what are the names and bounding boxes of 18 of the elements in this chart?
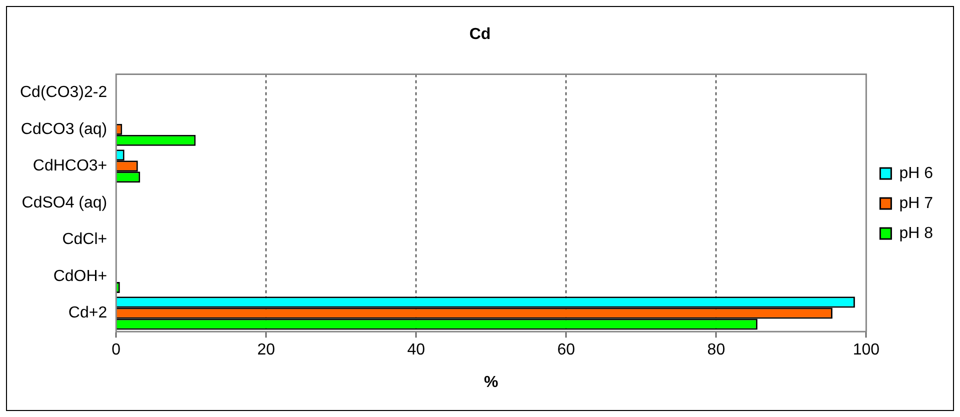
y-tick-label: CdCO3 (aq) xyxy=(20,120,108,138)
x-tick-label: 20 xyxy=(257,342,276,359)
x-tick-label: 100 xyxy=(852,342,880,359)
y-tick-label: CdHCO3+ xyxy=(32,158,108,175)
x-axis-title: % xyxy=(484,374,498,391)
y-tick-label: Cd(CO3)2-2 xyxy=(20,84,108,101)
legend-label: pH 6 xyxy=(899,164,934,182)
y-tick-label: CdOH+ xyxy=(53,268,108,285)
y-tick-label: CdSO4 (aq) xyxy=(22,194,108,212)
legend-label: pH 8 xyxy=(899,224,934,242)
y-tick-label: Cd+2 xyxy=(68,304,108,322)
x-tick-label: 0 xyxy=(112,342,121,359)
x-tick-label: 60 xyxy=(557,342,576,359)
x-tick-label: 40 xyxy=(407,342,426,359)
x-tick-label: 80 xyxy=(707,342,726,359)
y-tick-label: CdCl+ xyxy=(62,231,108,248)
legend-label: pH 7 xyxy=(899,194,934,212)
chart-title: Cd xyxy=(469,26,491,44)
